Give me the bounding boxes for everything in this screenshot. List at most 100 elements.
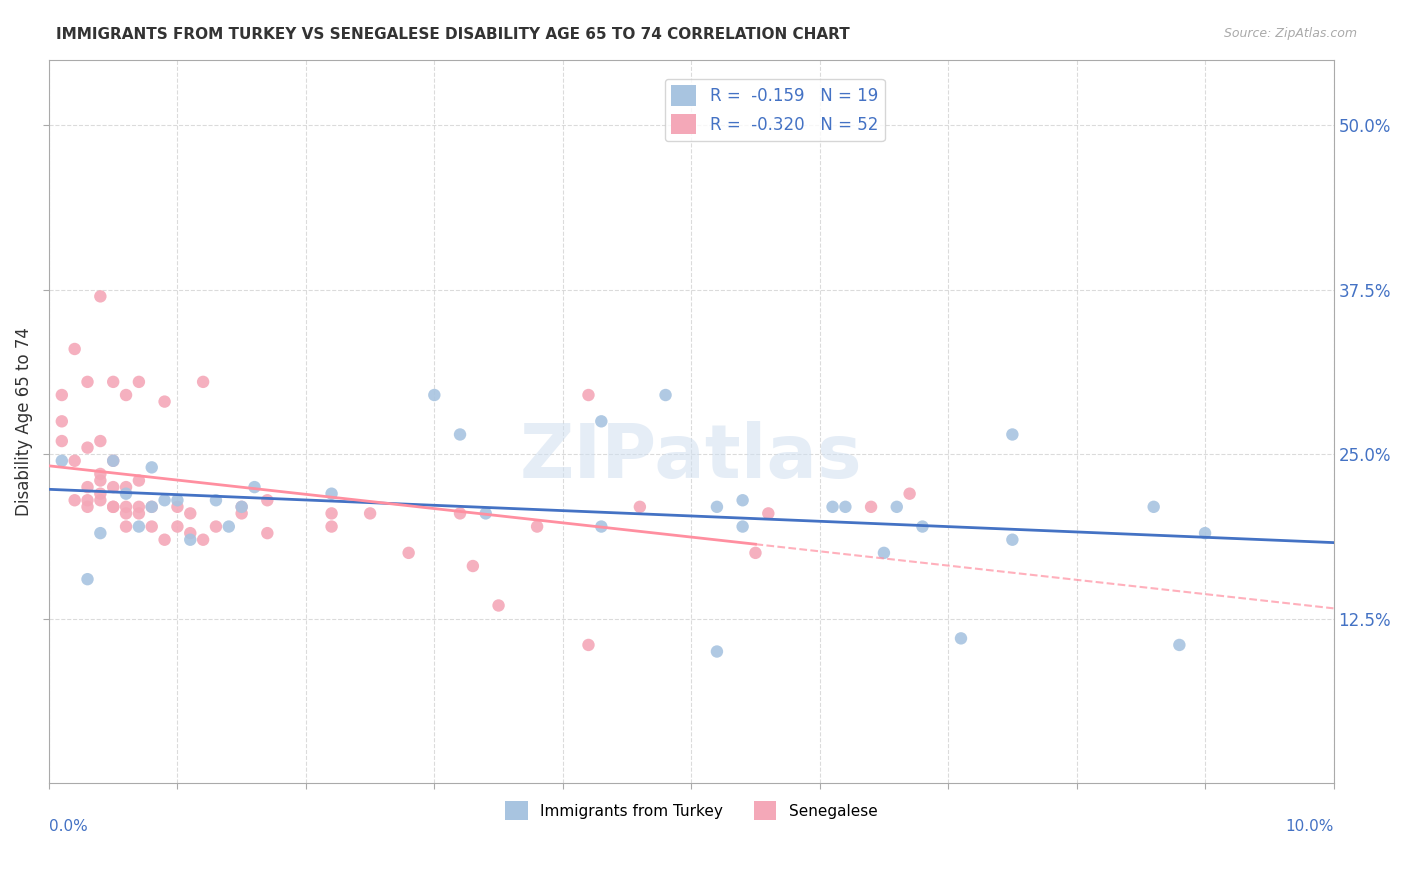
Point — [63, 454, 86, 468]
Point — [756, 507, 779, 521]
Point — [231, 507, 253, 521]
Point — [128, 375, 150, 389]
Point — [886, 500, 908, 514]
Point — [179, 526, 201, 541]
Text: Source: ZipAtlas.com: Source: ZipAtlas.com — [1223, 27, 1357, 40]
Point — [103, 454, 125, 468]
Point — [128, 500, 150, 514]
Point — [449, 507, 471, 521]
Point — [115, 500, 138, 514]
Point — [834, 500, 856, 514]
Point — [488, 599, 510, 613]
Point — [205, 519, 228, 533]
Point — [731, 493, 754, 508]
Point — [63, 342, 86, 356]
Point — [76, 572, 98, 586]
Point — [76, 441, 98, 455]
Text: ZIPatlas: ZIPatlas — [520, 421, 862, 494]
Point — [128, 474, 150, 488]
Point — [76, 375, 98, 389]
Point — [103, 500, 125, 514]
Point — [103, 454, 125, 468]
Point — [128, 519, 150, 533]
Point — [115, 507, 138, 521]
Point — [461, 559, 484, 574]
Y-axis label: Disability Age 65 to 74: Disability Age 65 to 74 — [15, 326, 32, 516]
Point — [153, 394, 176, 409]
Point — [205, 493, 228, 508]
Point — [191, 533, 214, 547]
Point — [51, 434, 73, 448]
Point — [731, 519, 754, 533]
Point — [166, 500, 188, 514]
Point — [423, 388, 446, 402]
Point — [898, 486, 921, 500]
Text: 0.0%: 0.0% — [49, 819, 87, 834]
Point — [179, 533, 201, 547]
Point — [1001, 533, 1024, 547]
Point — [591, 414, 613, 428]
Point — [51, 454, 73, 468]
Point — [89, 474, 111, 488]
Point — [76, 493, 98, 508]
Point — [191, 375, 214, 389]
Point — [474, 507, 496, 521]
Point — [141, 519, 163, 533]
Point — [103, 500, 125, 514]
Point — [76, 500, 98, 514]
Point — [153, 533, 176, 547]
Point — [115, 519, 138, 533]
Point — [654, 388, 676, 402]
Point — [321, 507, 343, 521]
Point — [243, 480, 266, 494]
Point — [115, 486, 138, 500]
Point — [128, 507, 150, 521]
Point — [591, 519, 613, 533]
Point — [179, 507, 201, 521]
Point — [166, 519, 188, 533]
Point — [578, 638, 600, 652]
Point — [949, 632, 972, 646]
Point — [321, 519, 343, 533]
Point — [51, 414, 73, 428]
Point — [103, 480, 125, 494]
Point — [873, 546, 896, 560]
Legend: Immigrants from Turkey, Senegalese: Immigrants from Turkey, Senegalese — [499, 795, 883, 826]
Point — [153, 493, 176, 508]
Point — [141, 500, 163, 514]
Point — [89, 526, 111, 541]
Point — [321, 486, 343, 500]
Point — [231, 500, 253, 514]
Point — [103, 375, 125, 389]
Point — [359, 507, 381, 521]
Point — [89, 467, 111, 481]
Point — [256, 493, 278, 508]
Point — [218, 519, 240, 533]
Point — [1001, 427, 1024, 442]
Point — [141, 460, 163, 475]
Point — [821, 500, 844, 514]
Point — [89, 486, 111, 500]
Point — [744, 546, 766, 560]
Point — [449, 427, 471, 442]
Point — [256, 526, 278, 541]
Point — [706, 500, 728, 514]
Text: 10.0%: 10.0% — [1285, 819, 1333, 834]
Point — [51, 388, 73, 402]
Point — [1168, 638, 1191, 652]
Point — [911, 519, 934, 533]
Point — [578, 388, 600, 402]
Point — [706, 644, 728, 658]
Point — [115, 480, 138, 494]
Point — [63, 493, 86, 508]
Point — [89, 289, 111, 303]
Point — [141, 500, 163, 514]
Point — [1143, 500, 1166, 514]
Text: IMMIGRANTS FROM TURKEY VS SENEGALESE DISABILITY AGE 65 TO 74 CORRELATION CHART: IMMIGRANTS FROM TURKEY VS SENEGALESE DIS… — [56, 27, 851, 42]
Point — [166, 493, 188, 508]
Point — [526, 519, 548, 533]
Point — [115, 388, 138, 402]
Point — [89, 493, 111, 508]
Point — [89, 434, 111, 448]
Point — [231, 500, 253, 514]
